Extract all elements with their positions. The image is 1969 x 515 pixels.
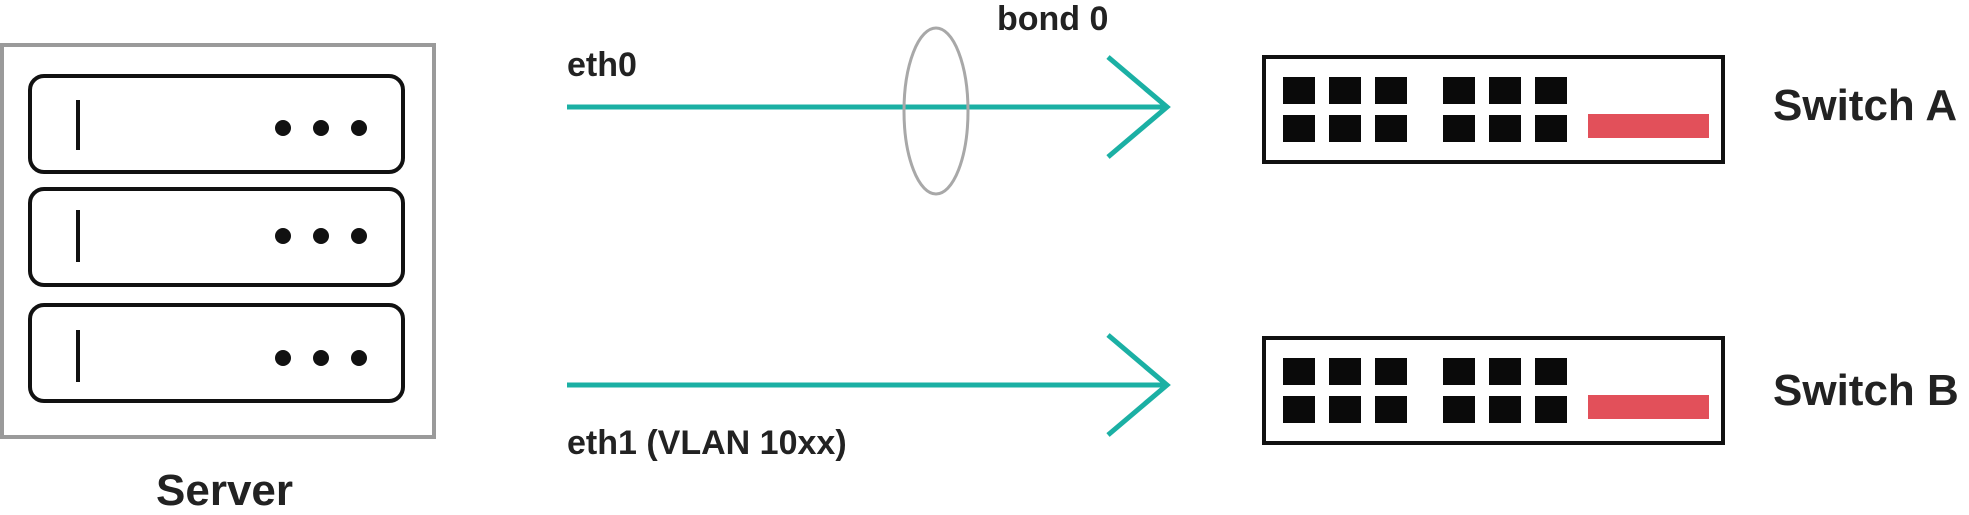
status-led-icon [313, 350, 329, 366]
port-icon [1443, 77, 1475, 104]
port-icon [1489, 77, 1521, 104]
switch-b-label: Switch B [1773, 366, 1959, 415]
port-icon [1283, 77, 1315, 104]
status-led-icon [313, 120, 329, 136]
port-icon [1489, 396, 1521, 423]
link-eth0 [567, 55, 1171, 159]
port-icon [1329, 115, 1361, 142]
port-icon [1375, 396, 1407, 423]
port-icon [1375, 358, 1407, 385]
port-icon [1375, 115, 1407, 142]
status-led-icon [351, 120, 367, 136]
arrowhead-icon [1106, 333, 1171, 437]
uplink-bar [1588, 114, 1709, 138]
server-unit-2 [28, 187, 405, 287]
server-unit-body [28, 74, 405, 174]
status-led-icon [275, 228, 291, 244]
status-led-icon [351, 228, 367, 244]
switch-b [1262, 336, 1725, 445]
switch-a [1262, 55, 1725, 164]
port-icon [1443, 396, 1475, 423]
port-icon [1283, 358, 1315, 385]
bond-ring [902, 26, 970, 196]
uplink-bar [1588, 395, 1709, 419]
server-unit-1 [28, 74, 405, 174]
link-eth1 [567, 333, 1171, 437]
server-unit-3 [28, 303, 405, 403]
port-icon [1375, 77, 1407, 104]
server-unit-body [28, 187, 405, 287]
switch-a-body [1262, 55, 1725, 164]
server-frame [0, 43, 436, 439]
port-icon [1535, 115, 1567, 142]
status-led-icon [351, 350, 367, 366]
port-icon [1329, 77, 1361, 104]
arrowhead-icon [1106, 55, 1171, 159]
link-eth0-label: eth0 [567, 46, 637, 84]
port-icon [1489, 358, 1521, 385]
port-icon [1489, 115, 1521, 142]
server [0, 43, 436, 439]
port-icon [1443, 115, 1475, 142]
bond-label: bond 0 [997, 0, 1109, 38]
status-led-icon [275, 350, 291, 366]
switch-b-body [1262, 336, 1725, 445]
port-icon [1329, 396, 1361, 423]
server-unit-body [28, 303, 405, 403]
status-led-icon [275, 120, 291, 136]
link-eth1-label: eth1 (VLAN 10xx) [567, 424, 847, 462]
port-icon [1535, 77, 1567, 104]
switch-a-label: Switch A [1773, 81, 1958, 130]
status-led-icon [313, 228, 329, 244]
port-icon [1283, 396, 1315, 423]
server-label: Server [156, 466, 294, 515]
port-icon [1329, 358, 1361, 385]
port-icon [1443, 358, 1475, 385]
port-icon [1283, 115, 1315, 142]
port-icon [1535, 358, 1567, 385]
port-icon [1535, 396, 1567, 423]
